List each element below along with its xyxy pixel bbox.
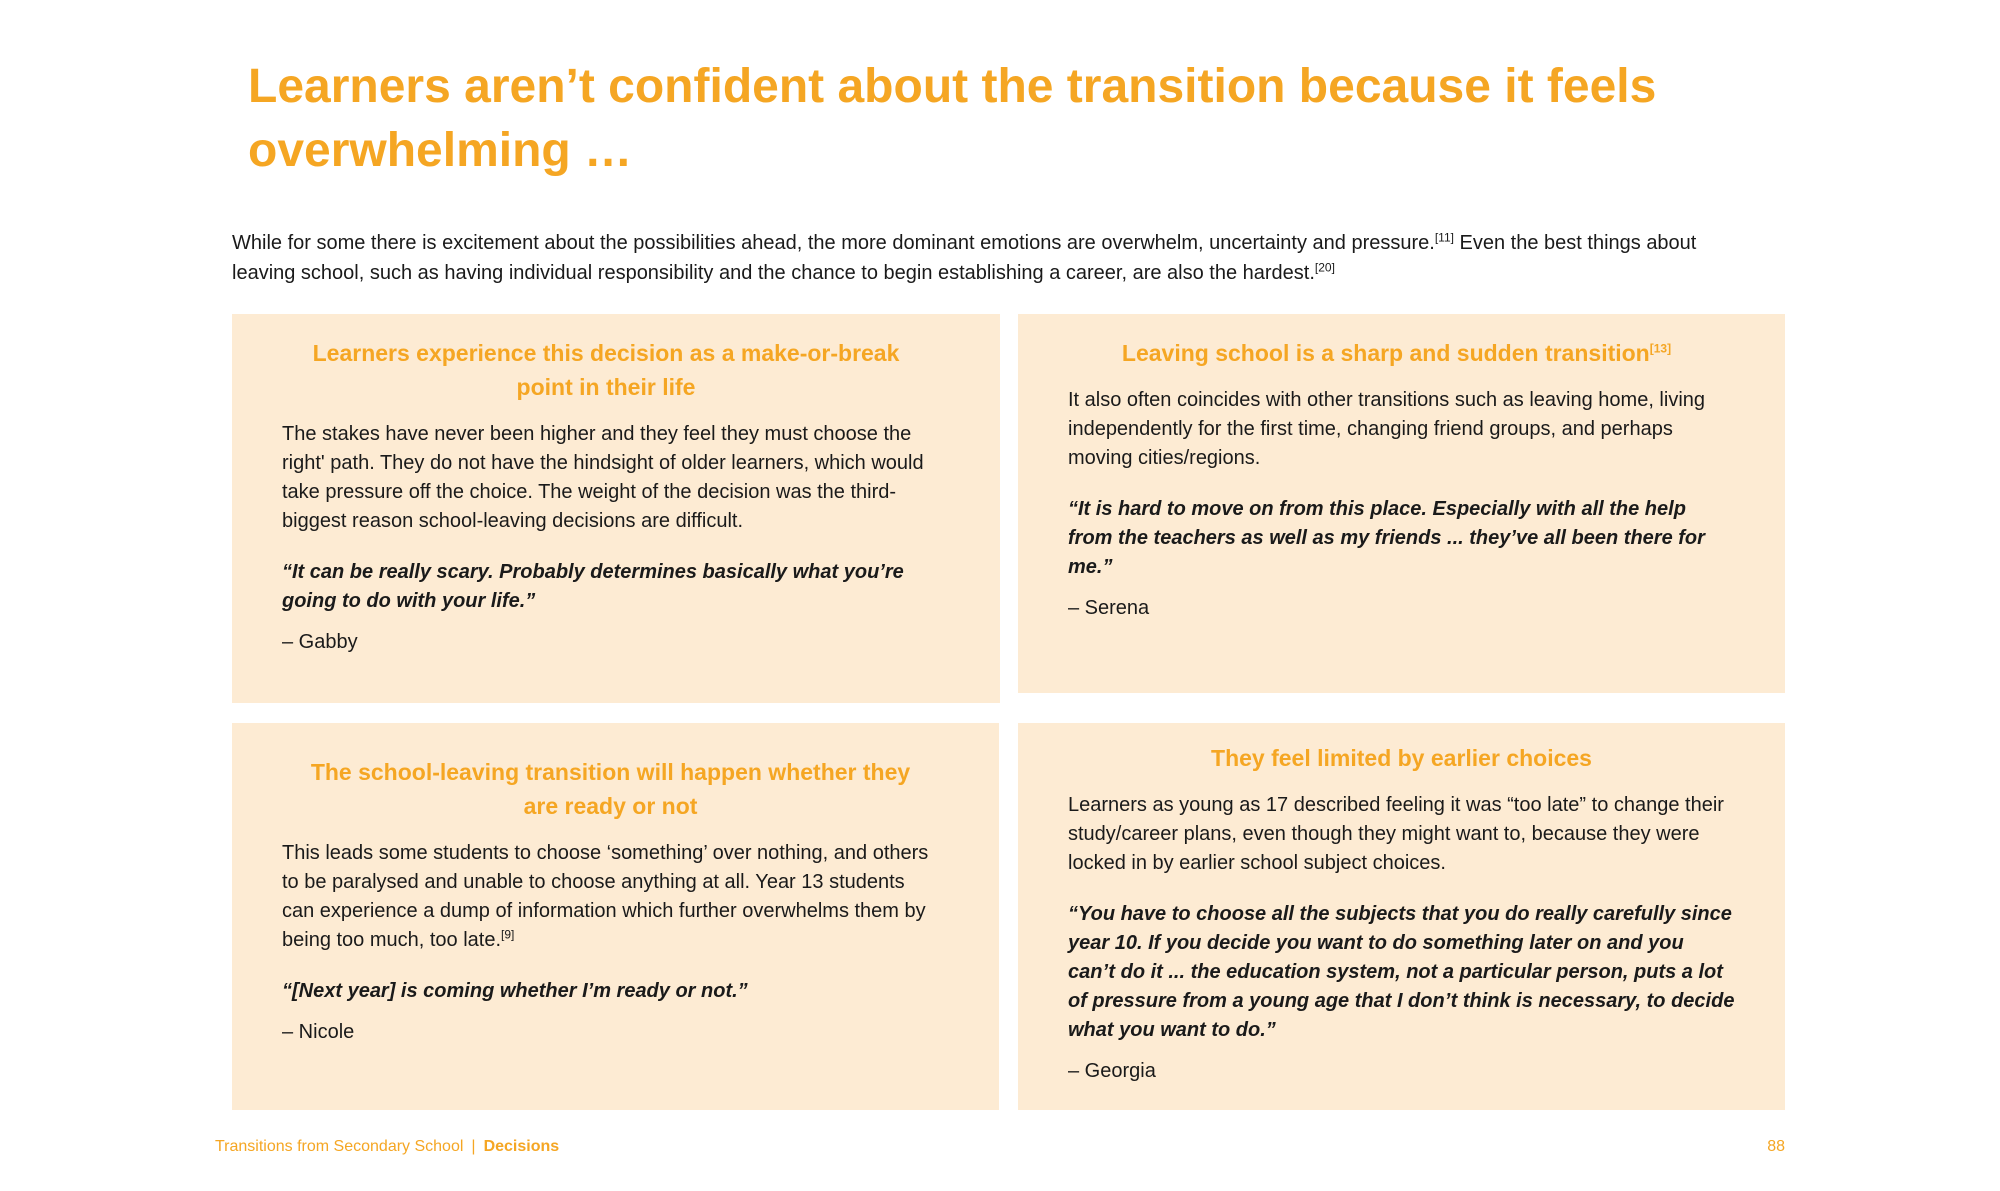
card-attribution: – Gabby: [282, 631, 358, 653]
card-title: Leaving school is a sharp and sudden tra…: [1068, 336, 1725, 370]
intro-text-part2: Even the best things about leaving schoo…: [232, 232, 1697, 284]
footer: Transitions from Secondary School | Decisi…: [215, 1138, 559, 1156]
card-body-reference[interactable]: [9]: [501, 927, 515, 942]
footer-section-link[interactable]: Decisions: [483, 1138, 560, 1155]
card-quote: “[Next year] is coming whether I’m ready…: [282, 980, 748, 1002]
card-quote: “It can be really scary. Probably determ…: [282, 561, 904, 612]
card-title: Learners experience this decision as a m…: [312, 340, 900, 400]
card-body: Learners as young as 17 described feelin…: [1068, 794, 1724, 874]
card-ready-or-not: The school-leaving transition will happe…: [232, 723, 999, 1110]
card-body-text: This leads some students to choose ‘some…: [282, 842, 929, 951]
intro-reference-11[interactable]: [11]: [1434, 230, 1454, 245]
card-body: This leads some students to choose ‘some…: [282, 839, 939, 955]
card-make-or-break: Learners experience this decision as a m…: [232, 314, 1000, 703]
intro-paragraph: While for some there is excitement about…: [232, 228, 1752, 288]
card-body: The stakes have never been higher and th…: [282, 423, 924, 532]
card-title: The school-leaving transition will happe…: [310, 759, 911, 819]
card-attribution: – Serena: [1068, 597, 1150, 619]
footer-document-title: Transitions from Secondary School: [215, 1138, 464, 1155]
card-title: They feel limited by earlier choices: [1211, 745, 1592, 771]
card-earlier-choices: They feel limited by earlier choices Lea…: [1018, 723, 1785, 1110]
page-title: Learners aren’t confident about the tran…: [248, 60, 1657, 177]
page-number: 88: [1767, 1138, 1785, 1155]
card-attribution: – Georgia: [1068, 1060, 1156, 1082]
card-body: It also often coincides with other trans…: [1068, 389, 1706, 469]
footer-separator: |: [471, 1138, 476, 1155]
card-quote: “You have to choose all the subjects tha…: [1068, 903, 1735, 1041]
card-quote: “It is hard to move on from this place. …: [1068, 498, 1705, 578]
intro-reference-20[interactable]: [20]: [1314, 260, 1335, 275]
intro-text-part1: While for some there is excitement about…: [232, 232, 1435, 254]
card-title-reference[interactable]: [13]: [1649, 341, 1672, 356]
card-title-text: Leaving school is a sharp and sudden tra…: [1121, 340, 1650, 366]
card-sharp-transition: Leaving school is a sharp and sudden tra…: [1018, 314, 1785, 693]
card-attribution: – Nicole: [282, 1021, 355, 1043]
